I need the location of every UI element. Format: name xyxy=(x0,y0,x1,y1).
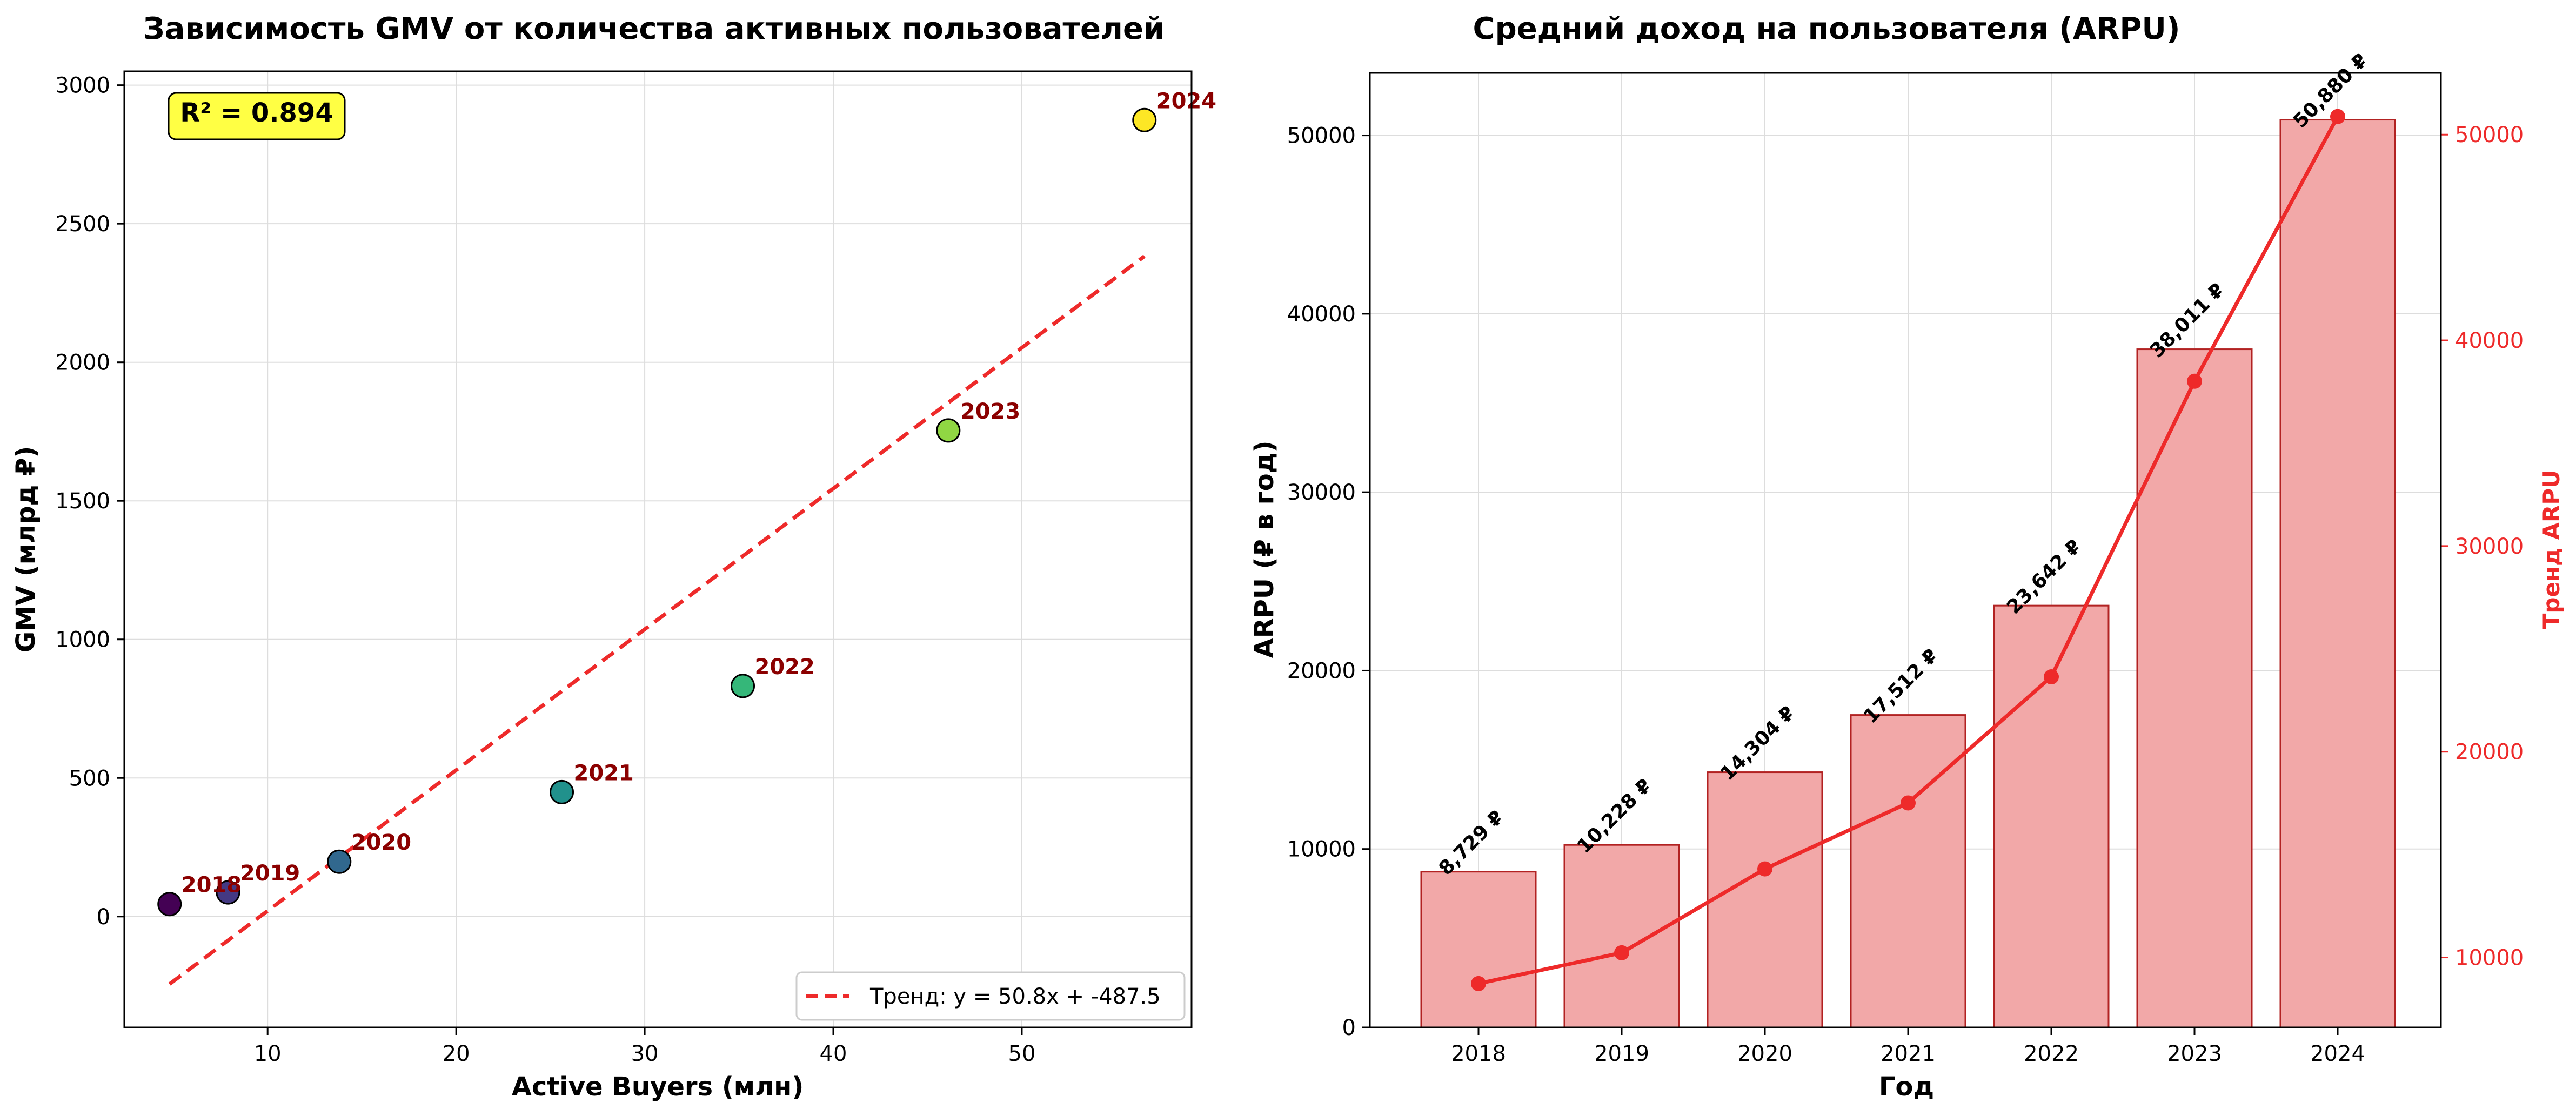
scatter-point xyxy=(550,779,574,804)
bar-ytick-label: 40000 xyxy=(1287,302,1356,327)
scatter-point xyxy=(731,674,755,698)
bar xyxy=(1420,871,1537,1028)
scatter-chart: Зависимость GMV от количества активных п… xyxy=(11,11,1216,1102)
bar-title: Средний доход на пользователя (ARPU) xyxy=(1473,11,2180,46)
bar-ytick-right-label: 30000 xyxy=(2455,534,2524,559)
bar-xtick-label: 2022 xyxy=(2024,1041,2079,1066)
bar-frame xyxy=(1369,72,2442,1028)
scatter-ytick-label: 1500 xyxy=(55,489,110,514)
trend-point xyxy=(2330,109,2345,124)
bar-ytick-label: 30000 xyxy=(1287,480,1356,505)
bar-ylabel: ARPU (₽ в год) xyxy=(1249,441,1280,658)
scatter-title: Зависимость GMV от количества активных п… xyxy=(143,11,1165,46)
trend-line-series xyxy=(1471,109,2345,991)
scatter-legend: Тренд: y = 50.8x + -487.5 xyxy=(795,971,1186,1021)
scatter-xtick-label: 40 xyxy=(820,1041,847,1066)
bar xyxy=(2279,119,2396,1028)
bar-xtick-label: 2023 xyxy=(2167,1041,2222,1066)
point-year-label: 2021 xyxy=(574,761,634,785)
bar-xtick-label: 2019 xyxy=(1594,1041,1649,1066)
scatter-ytick-label: 1000 xyxy=(55,628,110,653)
point-year-label: 2018 xyxy=(182,873,242,898)
scatter-point xyxy=(327,849,352,874)
bar-ylabel-right: Тренд ARPU xyxy=(2538,470,2565,629)
scatter-xtick-label: 30 xyxy=(631,1041,659,1066)
scatter-ytick-label: 3000 xyxy=(55,73,110,98)
bar xyxy=(1707,771,1823,1028)
scatter-ylabel: GMV (млрд ₽) xyxy=(11,446,41,653)
scatter-xlabel: Active Buyers (млн) xyxy=(512,1072,804,1102)
scatter-grid xyxy=(124,71,1192,1027)
scatter-points xyxy=(157,107,1157,917)
bar-series xyxy=(1420,119,2396,1028)
r2-text: R² = 0.894 xyxy=(180,98,333,128)
bar-xtick-label: 2024 xyxy=(2310,1041,2365,1066)
bar-xlabel: Год xyxy=(1879,1072,1934,1102)
trend-point xyxy=(1471,976,1486,991)
point-year-label: 2023 xyxy=(960,399,1020,424)
scatter-frame xyxy=(123,70,1193,1028)
point-year-label: 2024 xyxy=(1156,89,1216,113)
bar-chart: Средний доход на пользователя (ARPU) 8,7… xyxy=(1249,11,2565,1102)
bar-ytick-label: 20000 xyxy=(1287,658,1356,683)
scatter-point xyxy=(216,880,240,905)
scatter-trend-layer xyxy=(168,254,1146,986)
bar-value-label: 8,729 ₽ xyxy=(1435,806,1508,880)
point-year-label: 2022 xyxy=(755,655,815,680)
scatter-xtick-label: 50 xyxy=(1008,1041,1036,1066)
bar-ticks: 0 10000 20000 30000 40000 50000 10000 20000 3000… xyxy=(1287,123,2524,1066)
trend-point xyxy=(1901,795,1916,811)
scatter-point xyxy=(936,418,961,443)
trend-line xyxy=(168,254,1146,986)
trend-point xyxy=(2187,373,2202,389)
bar xyxy=(1563,844,1680,1028)
bar-ytick-right-label: 10000 xyxy=(2455,946,2524,971)
scatter-ytick-label: 2500 xyxy=(55,212,110,237)
bar xyxy=(2136,348,2253,1028)
scatter-xtick-label: 20 xyxy=(443,1041,470,1066)
scatter-point xyxy=(157,892,182,917)
scatter-ytick-label: 2000 xyxy=(55,351,110,375)
bar-ytick-right-label: 50000 xyxy=(2455,123,2524,147)
bar xyxy=(1850,714,1966,1028)
bar-ytick-label: 0 xyxy=(1342,1016,1356,1040)
bar-xtick-label: 2021 xyxy=(1881,1041,1936,1066)
trend-point xyxy=(1757,861,1772,877)
scatter-ytick-label: 500 xyxy=(69,766,110,791)
bar xyxy=(1993,604,2110,1028)
point-year-label: 2019 xyxy=(240,861,300,886)
bar-ytick-label: 50000 xyxy=(1287,124,1356,149)
scatter-ytick-label: 0 xyxy=(97,905,110,930)
bar-ytick-right-label: 20000 xyxy=(2455,740,2524,765)
trend-point xyxy=(1614,945,1629,960)
scatter-point xyxy=(1132,107,1157,132)
trend-point xyxy=(2044,669,2059,685)
point-year-label: 2020 xyxy=(351,830,411,855)
legend-trend-label: Тренд: y = 50.8x + -487.5 xyxy=(869,984,1161,1009)
bar-ytick-right-label: 40000 xyxy=(2455,328,2524,353)
bar-ytick-label: 10000 xyxy=(1287,837,1356,862)
scatter-xtick-label: 10 xyxy=(254,1041,282,1066)
r2-box: R² = 0.894 xyxy=(168,92,346,140)
bar-xtick-label: 2020 xyxy=(1737,1041,1792,1066)
bar-xtick-label: 2018 xyxy=(1451,1041,1506,1066)
